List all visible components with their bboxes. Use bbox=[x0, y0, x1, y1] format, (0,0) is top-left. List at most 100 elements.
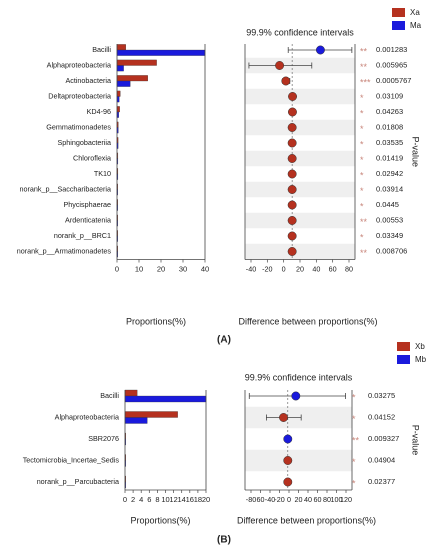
bar bbox=[124, 395, 207, 403]
p-value: 0.03109 bbox=[376, 91, 403, 100]
legend-swatch bbox=[392, 8, 405, 17]
legend-swatch bbox=[397, 342, 410, 351]
bar-tick-label: 2 bbox=[131, 495, 135, 504]
bar-tick-label: 4 bbox=[139, 495, 143, 504]
p-value: 0.03535 bbox=[376, 138, 403, 147]
category-label: TK10 bbox=[94, 169, 111, 178]
p-value: 0.008706 bbox=[376, 246, 407, 255]
ci-point bbox=[283, 477, 293, 487]
ci-point bbox=[287, 123, 297, 132]
ci-tick-label: 0 bbox=[282, 264, 286, 273]
category-label: norank_p__Saccharibacteria bbox=[19, 184, 111, 193]
bar bbox=[116, 44, 126, 51]
pvalue-axis-label: P-value bbox=[411, 425, 421, 456]
bar-tick-label: 14 bbox=[178, 495, 186, 504]
p-value: 0.009327 bbox=[368, 434, 399, 443]
p-value: 0.01808 bbox=[376, 122, 403, 131]
significance-mark: * bbox=[352, 478, 356, 488]
category-label: Alphaproteobacteria bbox=[55, 412, 119, 421]
bar-tick-label: 0 bbox=[115, 264, 119, 273]
significance-mark: ** bbox=[352, 435, 360, 445]
significance-mark: * bbox=[360, 201, 364, 211]
p-value: 0.02942 bbox=[376, 169, 403, 178]
ci-point bbox=[287, 216, 297, 225]
legend-label: Xa bbox=[410, 8, 420, 17]
significance-mark: ** bbox=[360, 248, 368, 258]
significance-mark: * bbox=[360, 232, 364, 242]
p-value: 0.001283 bbox=[376, 45, 407, 54]
ci-point bbox=[315, 45, 325, 55]
ci-tick-label: 60 bbox=[314, 495, 322, 504]
ci-tick-label: -20 bbox=[274, 495, 284, 504]
ci-row-band bbox=[245, 150, 355, 167]
significance-mark: *** bbox=[360, 77, 371, 87]
ci-title: 99.9% confidence intervals bbox=[245, 372, 353, 382]
panel-label: (A) bbox=[217, 335, 231, 346]
bar-tick-label: 30 bbox=[179, 264, 187, 273]
significance-mark: * bbox=[360, 170, 364, 180]
significance-mark: ** bbox=[360, 217, 368, 227]
ci-tick-label: -20 bbox=[262, 264, 272, 273]
bar-tick-label: 6 bbox=[147, 495, 151, 504]
bar bbox=[116, 80, 131, 87]
ci-tick-label: 100 bbox=[331, 495, 343, 504]
bar-tick-label: 10 bbox=[161, 495, 169, 504]
pvalue-axis-label: P-value bbox=[411, 136, 421, 167]
panel-b: Xb Mb 99.9% confidence intervals Bacilli Alp… bbox=[23, 342, 427, 546]
ci-tick-label: 60 bbox=[329, 264, 337, 273]
ci-row-band bbox=[245, 449, 352, 472]
ci-xlabel: Difference between proportions(%) bbox=[239, 316, 378, 326]
bar-tick-label: 12 bbox=[169, 495, 177, 504]
bar bbox=[124, 411, 178, 418]
ci-row-band bbox=[245, 181, 355, 198]
category-label: Deltaproteobacteria bbox=[48, 91, 111, 100]
category-label: Bacilli bbox=[100, 391, 119, 400]
ci-tick-label: -40 bbox=[265, 495, 275, 504]
category-label: norank_p__BRC1 bbox=[54, 231, 111, 240]
p-value: 0.0445 bbox=[376, 200, 399, 209]
bar-tick-label: 16 bbox=[186, 495, 194, 504]
bar bbox=[124, 389, 138, 397]
category-label: Chloroflexia bbox=[73, 153, 111, 162]
p-value: 0.03275 bbox=[368, 391, 395, 400]
ci-tick-label: 80 bbox=[345, 264, 353, 273]
bar-tick-label: 10 bbox=[135, 264, 143, 273]
bar-tick-label: 20 bbox=[202, 495, 210, 504]
ci-point bbox=[291, 391, 301, 401]
ci-tick-label: 0 bbox=[287, 495, 291, 504]
ci-point bbox=[287, 231, 297, 241]
significance-mark: * bbox=[360, 186, 364, 196]
category-label: Phycisphaerae bbox=[63, 200, 111, 209]
ci-tick-label: 80 bbox=[323, 495, 331, 504]
p-value: 0.005965 bbox=[376, 60, 407, 69]
bar-tick-label: 0 bbox=[123, 495, 127, 504]
ci-tick-label: 60 bbox=[257, 495, 265, 504]
ci-point bbox=[287, 200, 297, 210]
ci-tick-label: 20 bbox=[295, 495, 303, 504]
legend-label: Xb bbox=[415, 342, 425, 351]
category-label: Tectomicrobia_Incertae_Sedis bbox=[23, 455, 120, 464]
significance-mark: * bbox=[352, 392, 356, 402]
significance-mark: * bbox=[360, 155, 364, 165]
ci-row-band bbox=[245, 119, 355, 136]
bar bbox=[116, 49, 206, 56]
significance-mark: * bbox=[360, 108, 364, 118]
bar-tick-label: 20 bbox=[157, 264, 165, 273]
ci-row-band bbox=[245, 212, 355, 229]
significance-mark: * bbox=[360, 124, 364, 134]
bar bbox=[116, 75, 148, 82]
bar-tick-label: 40 bbox=[201, 264, 209, 273]
category-label: Bacilli bbox=[92, 45, 111, 54]
legend-label: Ma bbox=[410, 21, 422, 30]
category-label: KD4-96 bbox=[87, 107, 111, 116]
p-value: 0.0005767 bbox=[376, 76, 411, 85]
panel-a: Xa Ma 99.9% confidence intervals Bacilli Alp… bbox=[17, 8, 422, 346]
ci-point bbox=[287, 247, 297, 256]
p-value: 0.03349 bbox=[376, 231, 403, 240]
legend-swatch bbox=[392, 21, 405, 30]
bar-xlabel: Proportions(%) bbox=[130, 515, 190, 525]
p-value: 0.03914 bbox=[376, 184, 403, 193]
ci-point bbox=[287, 138, 297, 148]
category-label: Gemmatimonadetes bbox=[46, 122, 111, 131]
